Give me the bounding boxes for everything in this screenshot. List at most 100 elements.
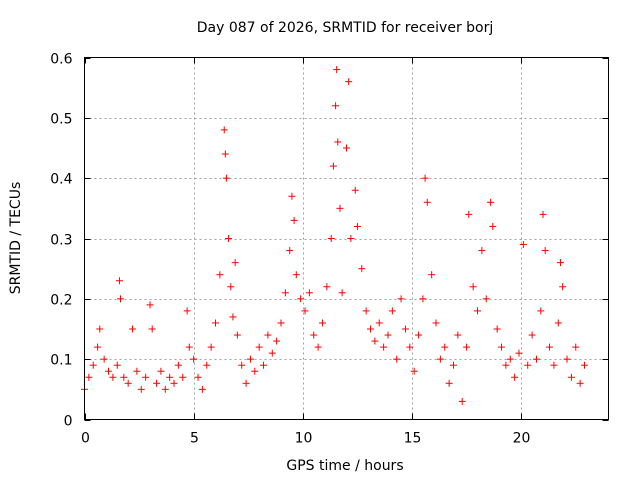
data-point — [115, 277, 123, 285]
data-point — [292, 271, 300, 279]
data-point — [264, 331, 272, 339]
data-point — [362, 307, 370, 315]
data-point — [273, 337, 281, 345]
data-point — [113, 361, 121, 369]
data-point — [397, 295, 405, 303]
data-point — [441, 343, 449, 351]
data-point — [109, 373, 117, 381]
data-point — [406, 343, 414, 351]
data-point — [333, 66, 341, 74]
data-point — [358, 265, 366, 273]
data-point — [242, 379, 250, 387]
points-layer — [81, 66, 588, 405]
x-tick-label: 20 — [513, 431, 531, 447]
data-point — [482, 295, 490, 303]
data-point — [238, 361, 246, 369]
data-point — [255, 343, 263, 351]
data-point — [190, 355, 198, 363]
data-point — [142, 373, 150, 381]
data-point — [233, 331, 241, 339]
data-point — [203, 361, 211, 369]
data-point — [185, 343, 193, 351]
data-point — [428, 271, 436, 279]
grid-layer — [84, 57, 609, 420]
data-point — [550, 361, 558, 369]
tick-labels-layer: 0 0.1 0.2 0.3 0.4 0.5 0.6 0 5 10 15 20 — [50, 52, 530, 447]
data-point — [288, 192, 296, 200]
data-point — [556, 259, 564, 267]
data-point — [401, 325, 409, 333]
data-point — [212, 319, 219, 327]
data-point — [281, 289, 289, 297]
data-point — [567, 373, 575, 381]
data-point — [498, 343, 506, 351]
data-point — [225, 235, 233, 242]
data-point — [410, 367, 418, 375]
x-tick-label: 15 — [404, 431, 422, 447]
data-point — [216, 271, 224, 279]
data-point — [511, 373, 519, 381]
x-tick-label: 0 — [81, 431, 90, 447]
data-point — [332, 102, 340, 110]
data-point — [85, 373, 93, 381]
data-point — [463, 343, 471, 351]
data-point — [338, 289, 346, 297]
data-point — [246, 355, 254, 363]
data-point — [415, 331, 423, 339]
data-point — [388, 307, 396, 315]
data-point — [380, 343, 388, 351]
data-point — [546, 343, 554, 351]
data-point — [445, 379, 453, 387]
data-point — [419, 295, 427, 303]
data-point — [474, 307, 481, 315]
data-point — [129, 325, 137, 333]
data-point — [174, 361, 182, 369]
x-tick-label: 10 — [295, 431, 313, 447]
data-point — [329, 162, 337, 170]
data-point — [515, 349, 523, 357]
data-point — [314, 343, 322, 351]
chart-title: Day 087 of 2026, SRMTID for receiver bor… — [197, 20, 494, 36]
data-point — [336, 204, 344, 212]
data-point — [469, 283, 477, 291]
data-point — [207, 343, 215, 351]
data-point — [384, 331, 392, 339]
data-point — [371, 337, 379, 345]
data-point — [310, 331, 318, 339]
data-point — [537, 307, 545, 315]
x-axis-label: GPS time / hours — [286, 458, 403, 474]
data-point — [458, 397, 466, 405]
data-point — [183, 307, 191, 315]
data-point — [198, 385, 206, 393]
data-point — [334, 138, 342, 146]
y-tick-label: 0 — [64, 414, 73, 430]
data-point — [454, 331, 462, 339]
data-point — [231, 259, 239, 267]
data-point — [166, 373, 174, 381]
data-point — [572, 343, 580, 351]
y-tick-label: 0.3 — [50, 233, 72, 249]
data-point — [161, 385, 169, 393]
plot-frame — [84, 57, 609, 420]
data-point — [563, 355, 571, 363]
data-point — [327, 235, 335, 242]
data-point — [94, 343, 102, 351]
data-point — [133, 367, 141, 375]
data-point — [96, 325, 104, 333]
data-point — [251, 367, 259, 375]
data-point — [343, 144, 350, 152]
data-point — [528, 331, 536, 339]
data-point — [179, 373, 187, 381]
data-point — [519, 241, 527, 249]
data-point — [367, 325, 375, 333]
data-point — [559, 283, 567, 291]
data-point — [290, 216, 298, 224]
data-point — [432, 319, 440, 327]
data-point — [478, 247, 486, 255]
data-point — [541, 247, 549, 255]
data-point — [436, 355, 444, 363]
y-tick-label: 0.5 — [50, 112, 72, 128]
data-point — [423, 198, 431, 206]
data-point — [124, 379, 132, 387]
